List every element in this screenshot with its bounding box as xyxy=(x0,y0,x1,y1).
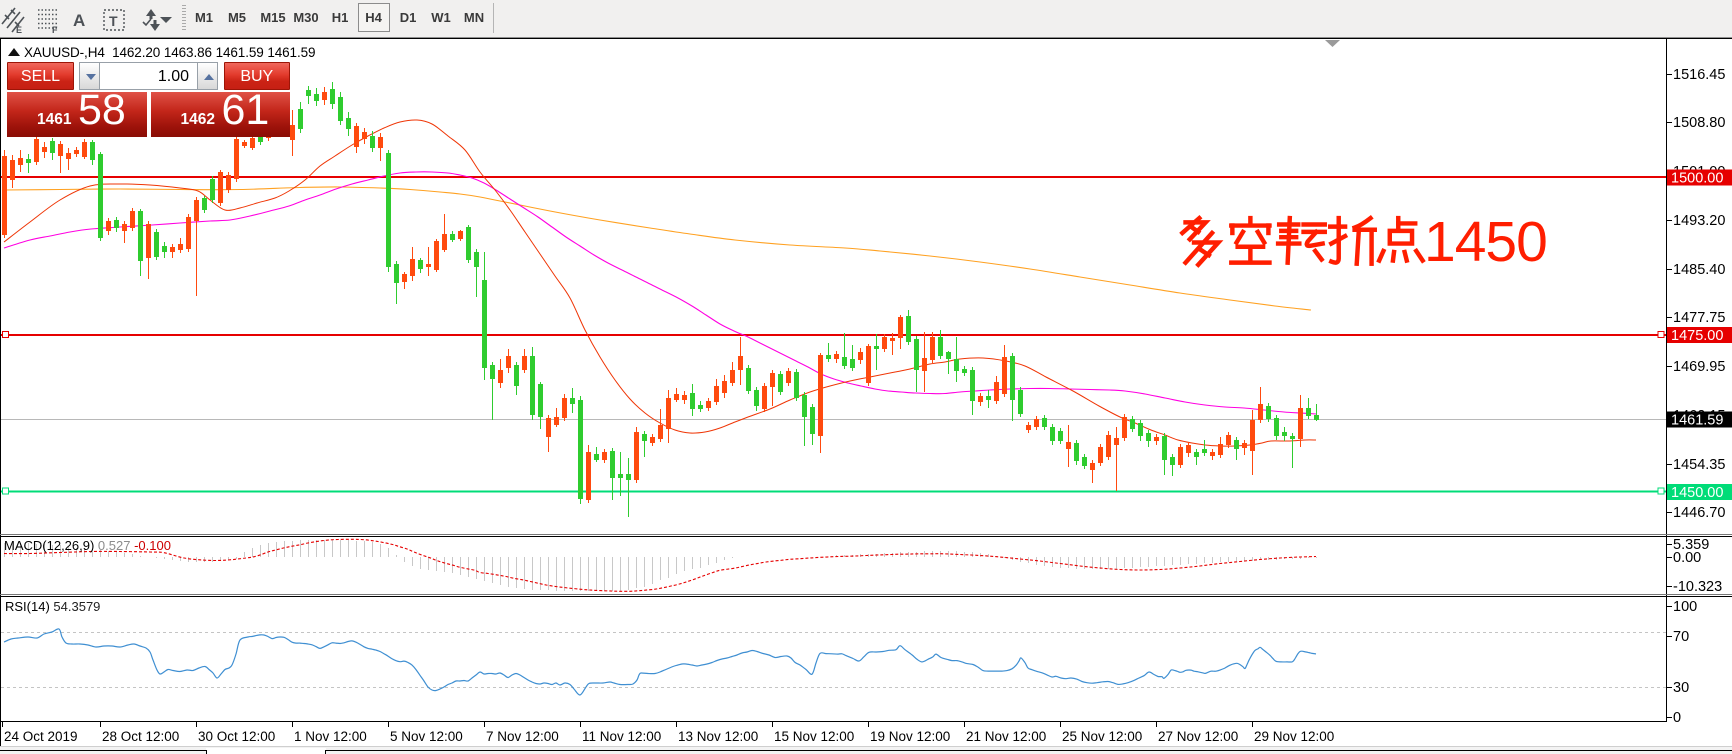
svg-text:21 Nov 12:00: 21 Nov 12:00 xyxy=(966,729,1046,744)
svg-text:15 Nov 12:00: 15 Nov 12:00 xyxy=(774,729,854,744)
svg-text:1485.40: 1485.40 xyxy=(1673,262,1725,278)
svg-text:-10.323: -10.323 xyxy=(1673,579,1722,595)
svg-text:MACD(12,26,9) 0.527 -0.100: MACD(12,26,9) 0.527 -0.100 xyxy=(4,538,171,553)
svg-text:1461.59: 1461.59 xyxy=(1671,413,1723,429)
svg-text:5.359: 5.359 xyxy=(1673,537,1709,553)
svg-text:25 Nov 12:00: 25 Nov 12:00 xyxy=(1062,729,1142,744)
svg-text:1508.80: 1508.80 xyxy=(1673,115,1725,131)
svg-text:A: A xyxy=(73,11,85,30)
svg-text:0.00: 0.00 xyxy=(1673,550,1701,566)
svg-text:7 Nov 12:00: 7 Nov 12:00 xyxy=(486,729,559,744)
svg-text:1516.45: 1516.45 xyxy=(1673,67,1725,83)
svg-text:19 Nov 12:00: 19 Nov 12:00 xyxy=(870,729,950,744)
svg-text:11 Nov 12:00: 11 Nov 12:00 xyxy=(582,729,661,744)
svg-text:E: E xyxy=(16,25,22,35)
svg-text:1493.20: 1493.20 xyxy=(1673,213,1725,229)
svg-text:13 Nov 12:00: 13 Nov 12:00 xyxy=(678,729,758,744)
svg-text:70: 70 xyxy=(1673,629,1689,645)
svg-text:1475.00: 1475.00 xyxy=(1671,328,1723,344)
svg-text:30: 30 xyxy=(1673,680,1689,696)
svg-text:1450: 1450 xyxy=(1424,210,1547,274)
svg-text:27 Nov 12:00: 27 Nov 12:00 xyxy=(1158,729,1238,744)
svg-text:24 Oct 2019: 24 Oct 2019 xyxy=(4,729,78,744)
svg-text:1469.95: 1469.95 xyxy=(1673,359,1725,375)
svg-text:1450.00: 1450.00 xyxy=(1671,485,1723,501)
svg-text:1 Nov 12:00: 1 Nov 12:00 xyxy=(294,729,367,744)
svg-text:1477.75: 1477.75 xyxy=(1673,310,1725,326)
svg-text:28 Oct 12:00: 28 Oct 12:00 xyxy=(102,729,179,744)
svg-text:RSI(14) 54.3579: RSI(14) 54.3579 xyxy=(5,599,100,614)
svg-text:100: 100 xyxy=(1673,599,1697,615)
svg-text:T: T xyxy=(109,13,118,29)
svg-text:1500.00: 1500.00 xyxy=(1671,171,1723,187)
svg-text:30 Oct 12:00: 30 Oct 12:00 xyxy=(198,729,275,744)
svg-text:0: 0 xyxy=(1673,710,1681,726)
svg-text:5 Nov 12:00: 5 Nov 12:00 xyxy=(390,729,463,744)
svg-text:1454.35: 1454.35 xyxy=(1673,457,1725,473)
svg-text:F: F xyxy=(52,25,58,35)
svg-text:29 Nov 12:00: 29 Nov 12:00 xyxy=(1254,729,1334,744)
svg-text:1446.70: 1446.70 xyxy=(1673,505,1725,521)
